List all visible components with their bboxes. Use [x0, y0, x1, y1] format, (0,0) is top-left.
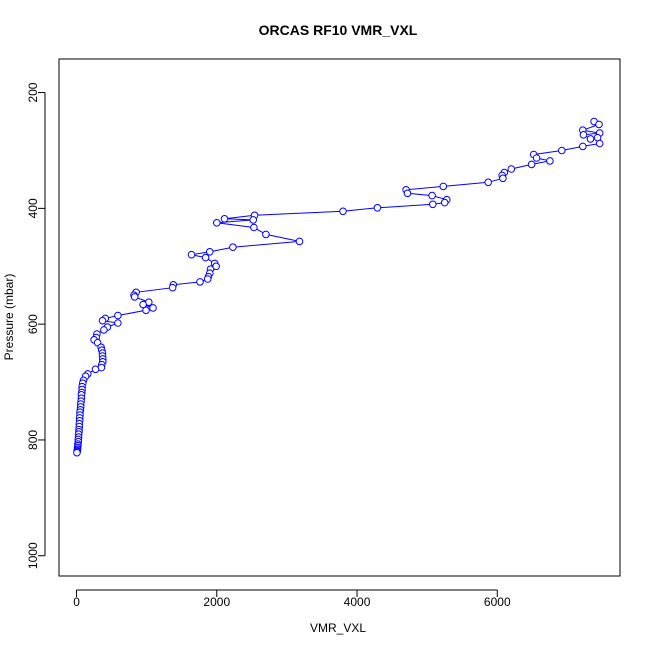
- data-point: [249, 216, 257, 224]
- y-tick-label: 600: [26, 314, 40, 334]
- x-axis: 0 2000 4000 6000: [73, 589, 511, 609]
- data-point: [373, 204, 382, 212]
- data-point: [168, 283, 177, 292]
- data-point: [595, 120, 603, 129]
- data-point: [114, 319, 122, 327]
- y-tick-label: 800: [26, 430, 40, 450]
- data-point: [196, 278, 204, 286]
- data-point: [532, 154, 541, 162]
- data-point: [114, 311, 122, 320]
- data-point: [142, 306, 150, 315]
- data-point: [403, 189, 412, 198]
- data-point: [579, 142, 587, 151]
- x-tick-label: 0: [73, 595, 80, 609]
- data-point: [73, 448, 81, 457]
- data-point: [558, 146, 566, 155]
- data-point: [220, 215, 229, 223]
- data-point: [250, 223, 258, 232]
- data-point: [527, 160, 536, 169]
- y-tick-label: 1000: [26, 542, 40, 569]
- data-point: [201, 253, 210, 262]
- data-point: [428, 191, 436, 200]
- data-point: [139, 300, 147, 309]
- data-point: [586, 135, 595, 143]
- data-point: [546, 157, 554, 165]
- data-point: [295, 237, 304, 246]
- data-point: [206, 248, 214, 256]
- x-tick-label: 6000: [484, 595, 511, 609]
- y-tick-label: 400: [26, 198, 40, 218]
- data-points: [73, 117, 604, 457]
- data-point: [91, 365, 100, 374]
- data-point: [203, 275, 212, 283]
- data-point: [100, 326, 108, 334]
- chart-title: ORCAS RF10 VMR_VXL: [259, 22, 418, 38]
- data-point: [213, 219, 221, 227]
- data-point: [579, 131, 588, 139]
- x-tick-label: 4000: [344, 595, 371, 609]
- plot-frame: [58, 58, 621, 577]
- data-point: [339, 207, 347, 216]
- data-point: [499, 174, 507, 183]
- y-axis: 200 400 600 800 1000: [26, 82, 46, 569]
- data-point: [440, 198, 449, 207]
- data-point: [439, 182, 448, 191]
- data-point: [595, 139, 604, 148]
- data-point: [187, 250, 196, 259]
- data-point: [507, 165, 516, 173]
- y-axis-label: Pressure (mbar): [2, 274, 16, 361]
- data-point: [484, 178, 493, 187]
- data-point: [229, 243, 237, 251]
- y-tick-label: 200: [26, 82, 40, 102]
- data-point: [149, 304, 157, 312]
- x-tick-label: 2000: [203, 595, 230, 609]
- data-point: [429, 200, 437, 209]
- data-point: [262, 230, 270, 239]
- data-point: [98, 316, 107, 325]
- data-point: [130, 293, 139, 301]
- x-axis-label: VMR_VXL: [310, 621, 366, 635]
